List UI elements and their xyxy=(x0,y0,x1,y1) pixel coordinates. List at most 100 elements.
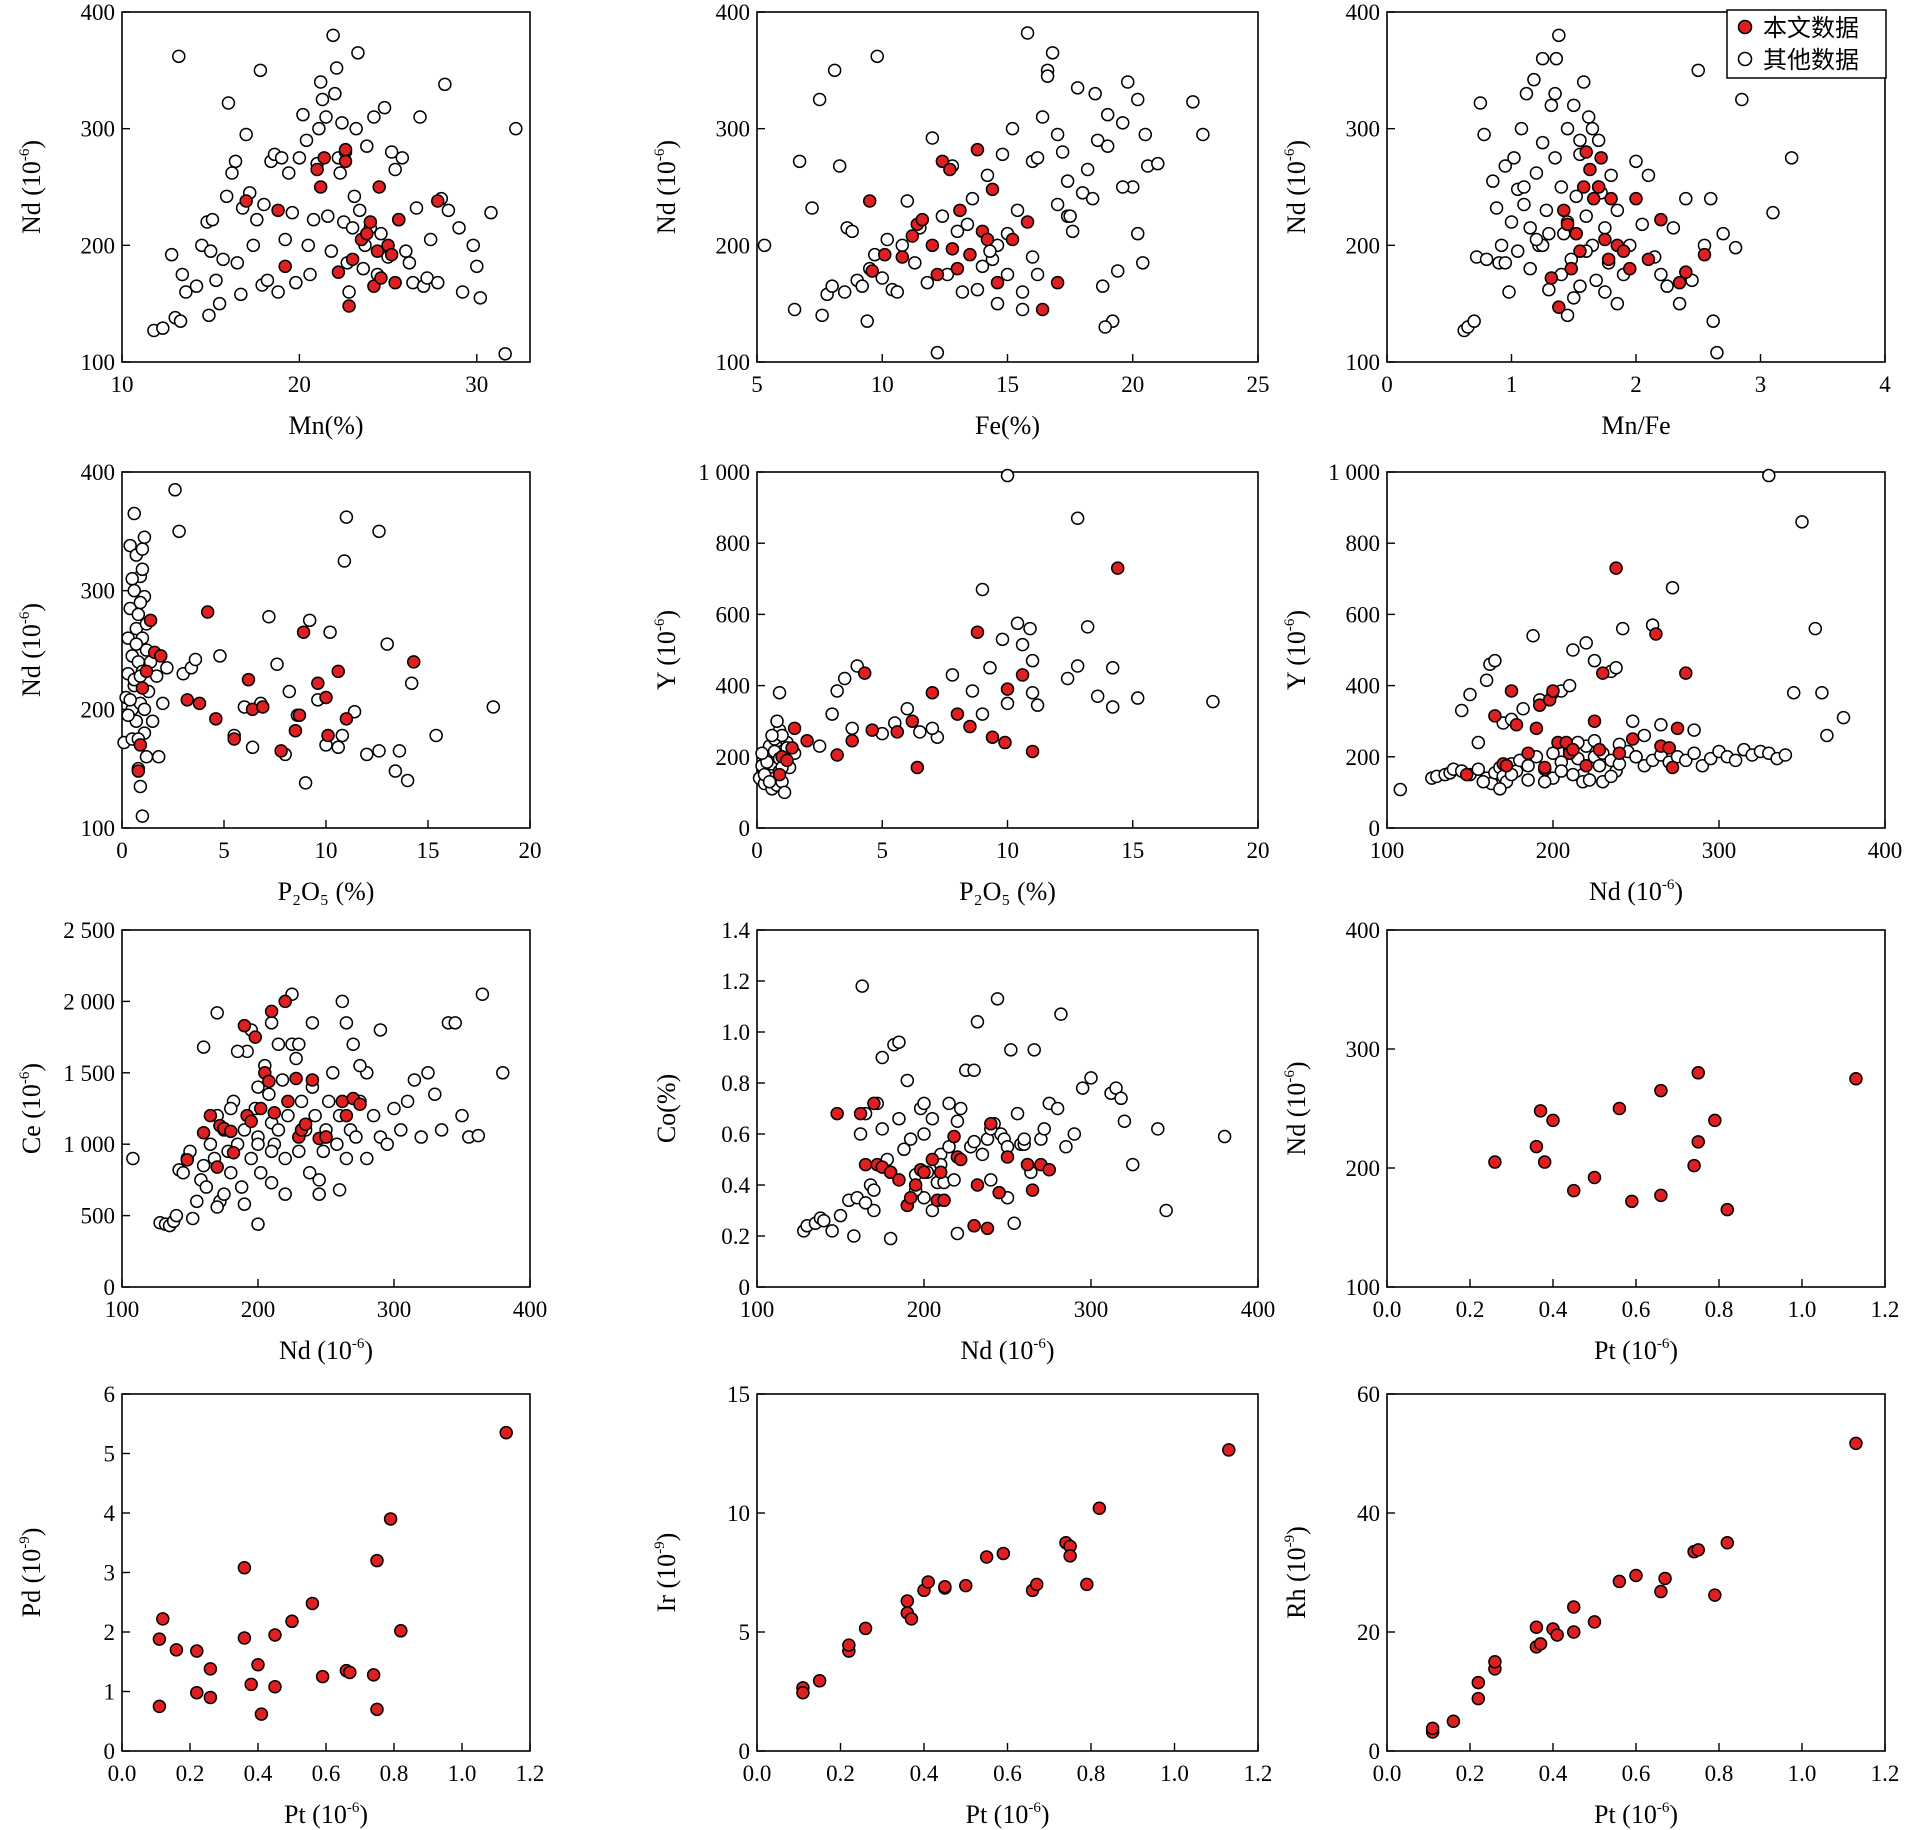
data-point-other xyxy=(475,987,490,1002)
x-tick-label: 100 xyxy=(105,1297,140,1322)
y-tick-label: 1 500 xyxy=(63,1061,115,1086)
data-point-other xyxy=(757,238,772,253)
data-point-this-study xyxy=(1625,732,1640,746)
data-point-this-study xyxy=(1697,247,1712,262)
data-point-this-study xyxy=(800,734,814,748)
data-point-other xyxy=(484,205,498,220)
data-point-this-study xyxy=(321,728,335,743)
data-point-other xyxy=(257,197,271,212)
x-tick-label: 20 xyxy=(288,372,311,397)
y-axis-label-text: Nd (10 xyxy=(1282,1083,1311,1156)
data-point-other xyxy=(210,1006,224,1020)
data-point-other xyxy=(1610,203,1625,218)
data-point-other xyxy=(179,285,193,299)
data-point-other xyxy=(324,244,339,258)
data-point-this-study xyxy=(156,1612,170,1626)
x-axis-label-text: Nd (10 xyxy=(279,1336,352,1365)
data-point-other xyxy=(1477,127,1491,142)
x-tick-label: 100 xyxy=(1370,838,1405,863)
data-point-other xyxy=(1115,180,1130,194)
data-point-other xyxy=(1454,703,1469,718)
data-point-other xyxy=(1040,69,1055,83)
x-tick-label: 300 xyxy=(1702,838,1737,863)
data-point-other xyxy=(1710,345,1724,360)
data-point-other xyxy=(1015,637,1030,652)
data-point-other xyxy=(271,1123,286,1137)
data-point-this-study xyxy=(1063,1549,1077,1563)
data-point-other xyxy=(1393,782,1408,797)
data-point-this-study xyxy=(384,247,399,262)
data-point-other xyxy=(1585,121,1600,136)
data-point-other xyxy=(292,1144,306,1159)
data-point-other xyxy=(1151,156,1165,171)
x-axis-label: Mn(%) xyxy=(288,411,363,440)
data-point-this-study xyxy=(1598,232,1612,247)
data-point-other xyxy=(221,96,236,110)
data-point-this-study xyxy=(1569,226,1583,241)
data-point-this-study xyxy=(1488,709,1502,723)
data-point-other xyxy=(897,1142,911,1157)
data-point-other xyxy=(387,1101,401,1116)
data-point-other xyxy=(1037,1122,1051,1136)
data-point-other xyxy=(1498,159,1513,173)
data-point-other xyxy=(1105,700,1120,714)
data-point-other xyxy=(1716,226,1730,241)
data-point-other xyxy=(234,1180,249,1194)
data-point-this-study xyxy=(953,1152,968,1167)
x-tick-label: 200 xyxy=(907,1297,942,1322)
x-tick-label: 200 xyxy=(1536,838,1571,863)
data-point-other xyxy=(245,740,260,755)
data-point-other xyxy=(1641,168,1656,183)
data-point-other xyxy=(188,652,203,667)
data-point-this-study xyxy=(335,1094,350,1109)
data-point-other xyxy=(285,205,300,220)
data-point-this-study xyxy=(945,242,960,256)
data-point-this-study xyxy=(943,162,957,177)
data-point-this-study xyxy=(256,700,270,714)
data-point-other xyxy=(225,166,239,180)
data-point-this-study xyxy=(133,738,148,752)
data-point-this-study xyxy=(135,681,150,695)
data-point-this-study xyxy=(1849,1436,1863,1451)
x-axis-label: Fe(%) xyxy=(975,411,1040,440)
data-point-other xyxy=(332,1183,347,1197)
data-point-other xyxy=(360,139,374,153)
data-point-other xyxy=(351,46,365,60)
scatter-panel-3: 0 1 2 3 4 100 200 300 400 Mn/Fe Nd (10-6) xyxy=(1282,0,1891,440)
data-point-this-study xyxy=(210,1160,224,1174)
data-point-other xyxy=(900,1073,915,1088)
data-point-this-study xyxy=(241,672,256,687)
data-point-this-study xyxy=(1679,666,1693,680)
y-tick-label: 0.4 xyxy=(721,1173,750,1198)
y-axis-label: Nd (10-6) xyxy=(1282,1061,1311,1155)
data-point-other xyxy=(250,212,264,227)
data-point-other xyxy=(867,1183,881,1197)
data-point-other xyxy=(228,154,243,169)
data-point-this-study xyxy=(190,1685,204,1700)
y-tick-label: 400 xyxy=(716,0,751,25)
data-point-this-study xyxy=(1591,180,1606,194)
data-point-other xyxy=(1562,678,1577,693)
data-point-other xyxy=(765,728,779,743)
data-point-other xyxy=(983,661,997,675)
data-point-other xyxy=(185,1211,200,1226)
y-axis-label-text: Y (10 xyxy=(1282,631,1311,690)
x-tick-label: 10 xyxy=(111,372,134,397)
data-point-other xyxy=(414,1130,428,1144)
data-point-other xyxy=(1217,1129,1232,1144)
x-tick-label: 0.8 xyxy=(1077,1761,1106,1786)
data-point-other xyxy=(1131,691,1145,705)
data-point-this-study xyxy=(990,275,1005,290)
data-point-other xyxy=(1050,1101,1065,1116)
x-tick-label: 20 xyxy=(519,838,542,863)
data-point-this-study xyxy=(169,1643,184,1657)
data-point-other xyxy=(1546,746,1560,760)
data-point-this-study xyxy=(853,1106,868,1121)
y-tick-label: 200 xyxy=(1346,233,1381,258)
data-point-other xyxy=(1654,267,1668,282)
data-point-other xyxy=(967,1063,981,1077)
data-point-this-study xyxy=(967,1219,981,1233)
x-tick-label: 0.6 xyxy=(312,1761,341,1786)
data-point-this-study xyxy=(950,707,965,721)
